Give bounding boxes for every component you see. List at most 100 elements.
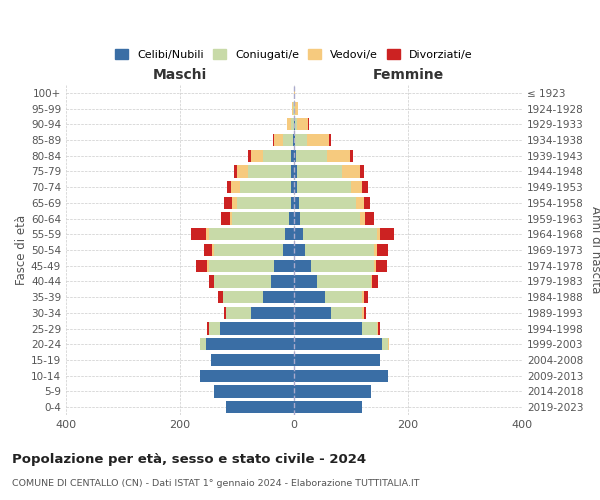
Bar [196,260,208,272]
Bar [294,386,371,398]
Bar [214,386,294,398]
Bar [377,244,388,256]
Bar [283,134,293,146]
Bar [209,228,286,240]
Bar [317,276,371,287]
Bar [200,338,206,350]
Bar [377,322,378,334]
Bar [294,322,362,334]
Bar [291,118,294,130]
Bar [371,276,372,287]
Bar [307,134,329,146]
Bar [211,354,294,366]
Y-axis label: Fasce di età: Fasce di età [15,215,28,285]
Bar [248,166,291,177]
Bar [274,134,283,146]
Bar [356,196,364,209]
Bar [374,244,377,256]
Bar [302,228,377,240]
Bar [294,212,300,224]
Bar [220,322,294,334]
Bar [329,134,331,146]
Bar [208,260,209,272]
Bar [206,228,209,240]
Bar [226,401,294,413]
Bar [294,370,388,382]
Bar [263,150,291,162]
Bar [271,276,294,287]
Bar [226,306,251,319]
Bar [308,118,309,130]
Bar [374,260,376,272]
Bar [206,338,294,350]
Bar [364,306,367,319]
Text: Maschi: Maschi [153,68,207,82]
Text: Popolazione per età, sesso e stato civile - 2024: Popolazione per età, sesso e stato civil… [12,452,366,466]
Bar [224,196,232,209]
Bar [294,196,299,209]
Bar [218,291,223,304]
Bar [294,102,295,115]
Bar [380,228,394,240]
Bar [212,244,214,256]
Bar [311,260,374,272]
Bar [232,181,240,194]
Bar [359,212,365,224]
Bar [286,228,294,240]
Bar [204,244,212,256]
Bar [295,102,298,115]
Y-axis label: Anni di nascita: Anni di nascita [589,206,600,294]
Bar [388,338,389,350]
Legend: Celibi/Nubili, Coniugati/e, Vedovi/e, Divorziati/e: Celibi/Nubili, Coniugati/e, Vedovi/e, Di… [111,44,477,64]
Bar [331,306,362,319]
Bar [287,118,291,130]
Bar [251,150,263,162]
Bar [294,354,380,366]
Bar [295,134,307,146]
Bar [294,401,362,413]
Bar [297,166,343,177]
Bar [251,306,294,319]
Bar [294,306,331,319]
Bar [291,181,294,194]
Bar [305,244,374,256]
Bar [291,150,294,162]
Bar [214,276,271,287]
Text: COMUNE DI CENTALLO (CN) - Dati ISTAT 1° gennaio 2024 - Elaborazione TUTTITALIA.I: COMUNE DI CENTALLO (CN) - Dati ISTAT 1° … [12,479,419,488]
Bar [378,322,380,334]
Bar [274,260,294,272]
Bar [362,322,377,334]
Bar [237,196,291,209]
Bar [377,228,380,240]
Bar [364,196,370,209]
Bar [300,212,359,224]
Bar [362,291,364,304]
Text: Femmine: Femmine [373,68,443,82]
Bar [263,291,294,304]
Bar [227,181,232,194]
Bar [221,212,230,224]
Bar [248,150,251,162]
Bar [365,212,374,224]
Bar [299,196,356,209]
Bar [343,166,359,177]
Bar [294,166,297,177]
Bar [294,150,296,162]
Bar [351,181,362,194]
Bar [296,150,327,162]
Bar [364,291,368,304]
Bar [295,118,298,130]
Bar [208,322,209,334]
Bar [294,276,317,287]
Bar [294,260,311,272]
Bar [291,196,294,209]
Bar [294,291,325,304]
Bar [294,338,382,350]
Bar [232,212,289,224]
Bar [191,228,206,240]
Bar [293,134,294,146]
Bar [362,181,368,194]
Bar [209,322,220,334]
Bar [224,306,226,319]
Bar [230,212,232,224]
